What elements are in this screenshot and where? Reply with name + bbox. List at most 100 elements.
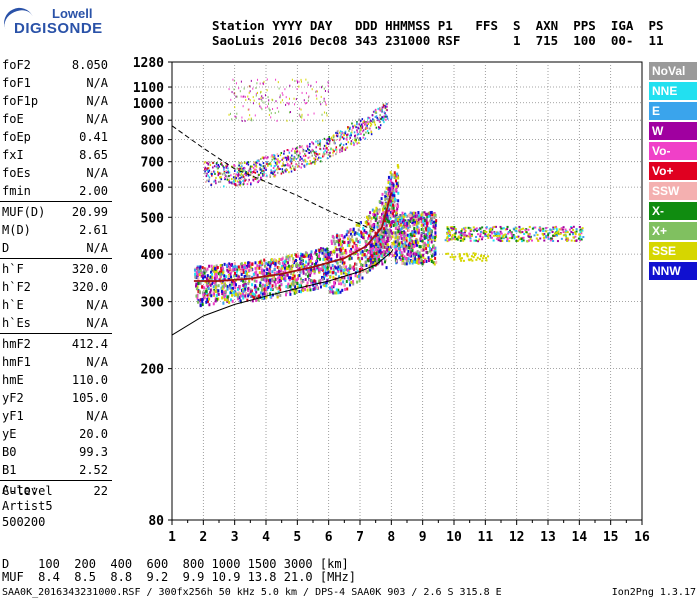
echo-point — [355, 237, 358, 241]
echo-point — [361, 130, 364, 133]
echo-point — [341, 288, 344, 292]
echo-point — [373, 121, 376, 124]
echo-point — [205, 167, 207, 170]
echo-point — [325, 257, 328, 261]
echo-point — [506, 238, 509, 241]
echo-point — [276, 265, 279, 269]
echo-point — [298, 285, 301, 289]
echo-point — [270, 116, 272, 119]
echo-point — [413, 216, 416, 220]
echo-point — [425, 212, 428, 216]
echo-point — [328, 258, 331, 262]
echo-point — [278, 286, 281, 290]
echo-point — [529, 238, 532, 241]
echo-point — [350, 256, 353, 260]
echo-point — [386, 109, 388, 112]
echo-point — [258, 102, 260, 105]
echo-point — [198, 273, 201, 277]
echo-point — [237, 177, 240, 180]
echo-point — [298, 274, 301, 278]
echo-point — [579, 230, 582, 233]
echo-point — [377, 248, 380, 252]
echo-point — [268, 267, 271, 271]
echo-point — [351, 266, 354, 270]
echo-point — [329, 250, 332, 254]
echo-point — [335, 240, 338, 244]
echo-point — [339, 290, 342, 294]
echo-point — [327, 255, 330, 259]
echo-point — [223, 171, 226, 174]
echo-point — [238, 179, 241, 182]
software-version: Ion2Png 1.3.17 — [611, 587, 696, 598]
echo-point — [419, 216, 422, 220]
echo-point — [235, 274, 238, 278]
echo-point — [346, 136, 348, 139]
echo-point — [366, 270, 369, 274]
echo-point — [243, 263, 246, 267]
echo-point — [319, 140, 321, 143]
echo-point — [260, 265, 263, 269]
echo-point — [240, 161, 243, 164]
echo-point — [342, 280, 345, 284]
echo-point — [215, 294, 218, 298]
echo-point — [370, 120, 373, 123]
echo-point — [259, 281, 262, 285]
echo-point — [384, 190, 387, 194]
echo-point — [393, 171, 396, 175]
echo-point — [356, 131, 359, 134]
echo-point — [287, 282, 290, 286]
echo-point — [446, 226, 449, 229]
echo-point — [285, 273, 288, 277]
echo-point — [220, 266, 223, 270]
echo-point — [472, 226, 475, 229]
echo-point — [197, 281, 200, 285]
echo-point — [315, 146, 317, 149]
echo-point — [244, 120, 246, 123]
echo-point — [308, 152, 311, 155]
echo-point — [426, 227, 429, 231]
x-tick-label: 11 — [478, 530, 494, 545]
echo-point — [327, 137, 329, 140]
echo-point — [291, 264, 294, 268]
echo-point — [374, 111, 377, 114]
echo-point — [294, 285, 297, 289]
echo-point — [211, 272, 214, 276]
echo-point — [321, 276, 324, 280]
echo-point — [431, 221, 434, 225]
echo-point — [381, 118, 384, 121]
echo-point — [259, 263, 262, 267]
echo-point — [219, 180, 222, 183]
echo-point — [201, 271, 204, 275]
echo-point — [527, 228, 530, 231]
echo-point — [318, 267, 321, 271]
echo-point — [413, 227, 416, 231]
echo-point — [248, 280, 251, 284]
echo-point — [327, 139, 330, 142]
echo-point — [560, 227, 563, 230]
echo-point — [312, 142, 314, 145]
echo-point — [370, 247, 373, 251]
echo-point — [239, 183, 242, 186]
echo-point — [458, 255, 461, 258]
echo-point — [340, 271, 343, 275]
echo-point — [216, 170, 219, 173]
echo-point — [428, 259, 431, 263]
echo-point — [318, 270, 321, 274]
echo-point — [318, 156, 320, 159]
echo-point — [386, 243, 389, 247]
echo-point — [355, 267, 358, 271]
echo-point — [299, 107, 301, 110]
echo-point — [297, 156, 299, 159]
echo-point — [379, 107, 381, 110]
param-name: h`F — [2, 262, 24, 276]
legend-item-vo-: Vo- — [649, 142, 697, 160]
echo-point — [299, 152, 301, 155]
echo-point — [215, 297, 218, 301]
echo-point — [327, 90, 329, 93]
echo-point — [206, 299, 209, 303]
param-name: yF1 — [2, 409, 24, 423]
echo-point — [539, 228, 542, 231]
echo-point — [539, 237, 542, 240]
echo-point — [393, 254, 396, 258]
param-value: 105.0 — [71, 391, 108, 405]
